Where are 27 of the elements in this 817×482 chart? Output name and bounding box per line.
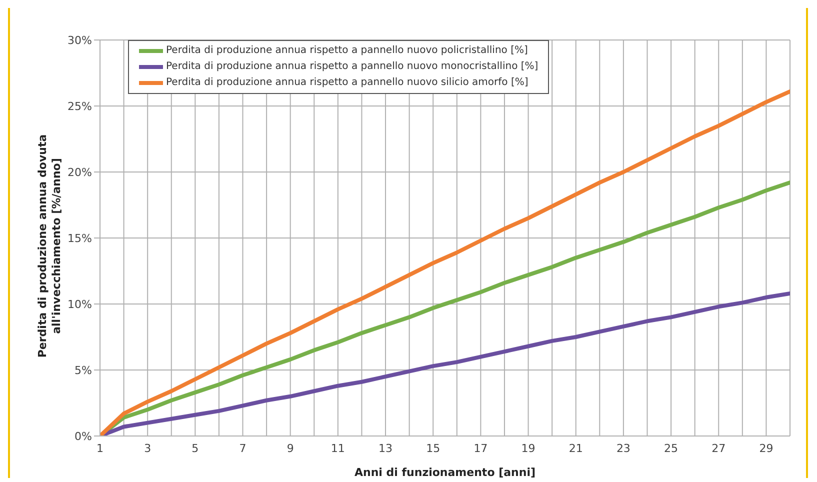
y-tick-label: 25% — [68, 100, 92, 113]
legend-label: Perdita di produzione annua rispetto a pannello nuovo policristallino [%] — [166, 44, 528, 58]
x-tick-label: 25 — [664, 442, 678, 455]
x-tick-label: 17 — [474, 442, 488, 455]
x-tick-label: 13 — [378, 442, 393, 455]
y-axis-title: Perdita di produzione annua dovuta all'invecchiamento [%/anno] — [36, 134, 63, 358]
x-tick-label: 23 — [616, 442, 630, 455]
x-tick-label: 19 — [521, 442, 536, 455]
x-tick-label: 9 — [286, 442, 294, 455]
x-tick-label: 21 — [568, 442, 583, 455]
legend-label: Perdita di produzione annua rispetto a pannello nuovo monocristallino [%] — [166, 60, 538, 74]
x-tick-label: 11 — [330, 442, 345, 455]
y-tick-label: 15% — [68, 232, 92, 245]
legend-label: Perdita di produzione annua rispetto a pannello nuovo silicio amorfo [%] — [166, 76, 528, 90]
x-tick-label: 3 — [144, 442, 152, 455]
y-tick-label: 0% — [74, 430, 92, 443]
x-axis-title: Anni di funzionamento [anni] — [354, 466, 536, 479]
y-tick-label: 20% — [68, 166, 92, 179]
x-tick-label: 15 — [426, 442, 440, 455]
x-tick-label: 7 — [239, 442, 246, 455]
y-tick-label: 30% — [68, 34, 92, 47]
x-tick-label: 27 — [712, 442, 726, 455]
x-tick-label: 1 — [96, 442, 104, 455]
x-tick-label: 29 — [759, 442, 774, 455]
y-tick-label: 10% — [68, 298, 92, 311]
x-tick-label: 5 — [192, 442, 199, 455]
y-tick-label: 5% — [74, 364, 92, 377]
